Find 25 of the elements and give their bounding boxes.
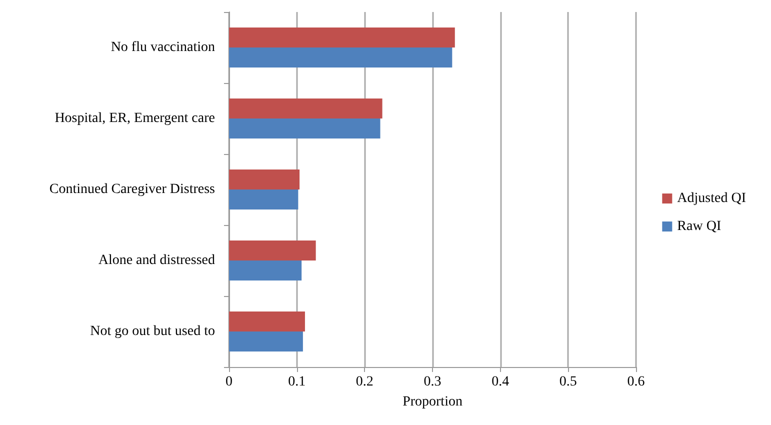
x-tick-label: 0.2	[356, 374, 374, 390]
bar	[229, 28, 455, 48]
bar	[229, 170, 300, 190]
legend-label: Adjusted QI	[677, 191, 746, 206]
y-tick-label: Continued Caregiver Distress	[49, 182, 215, 197]
x-tick-label: 0.1	[288, 374, 306, 390]
bar	[229, 190, 298, 210]
x-tick-label: 0.4	[492, 374, 510, 390]
bar	[229, 240, 316, 260]
x-tick-label: 0	[226, 374, 232, 390]
y-tick-label: Not go out but used to	[90, 324, 215, 339]
bar	[229, 312, 305, 332]
y-tick-label: No flu vaccination	[110, 40, 215, 55]
x-tick-label: 0.5	[559, 374, 577, 390]
bar	[229, 260, 302, 280]
legend-label: Raw QI	[677, 219, 722, 234]
x-tick-label: 0.6	[627, 374, 645, 390]
x-axis-title: Proportion	[402, 394, 462, 410]
y-tick-label: Alone and distressed	[98, 253, 215, 268]
bar	[229, 98, 382, 118]
y-tick-label: Hospital, ER, Emergent care	[54, 111, 215, 126]
x-tick-label: 0.3	[424, 374, 442, 390]
bar	[229, 48, 452, 68]
bar	[229, 332, 303, 352]
bar	[229, 118, 380, 138]
